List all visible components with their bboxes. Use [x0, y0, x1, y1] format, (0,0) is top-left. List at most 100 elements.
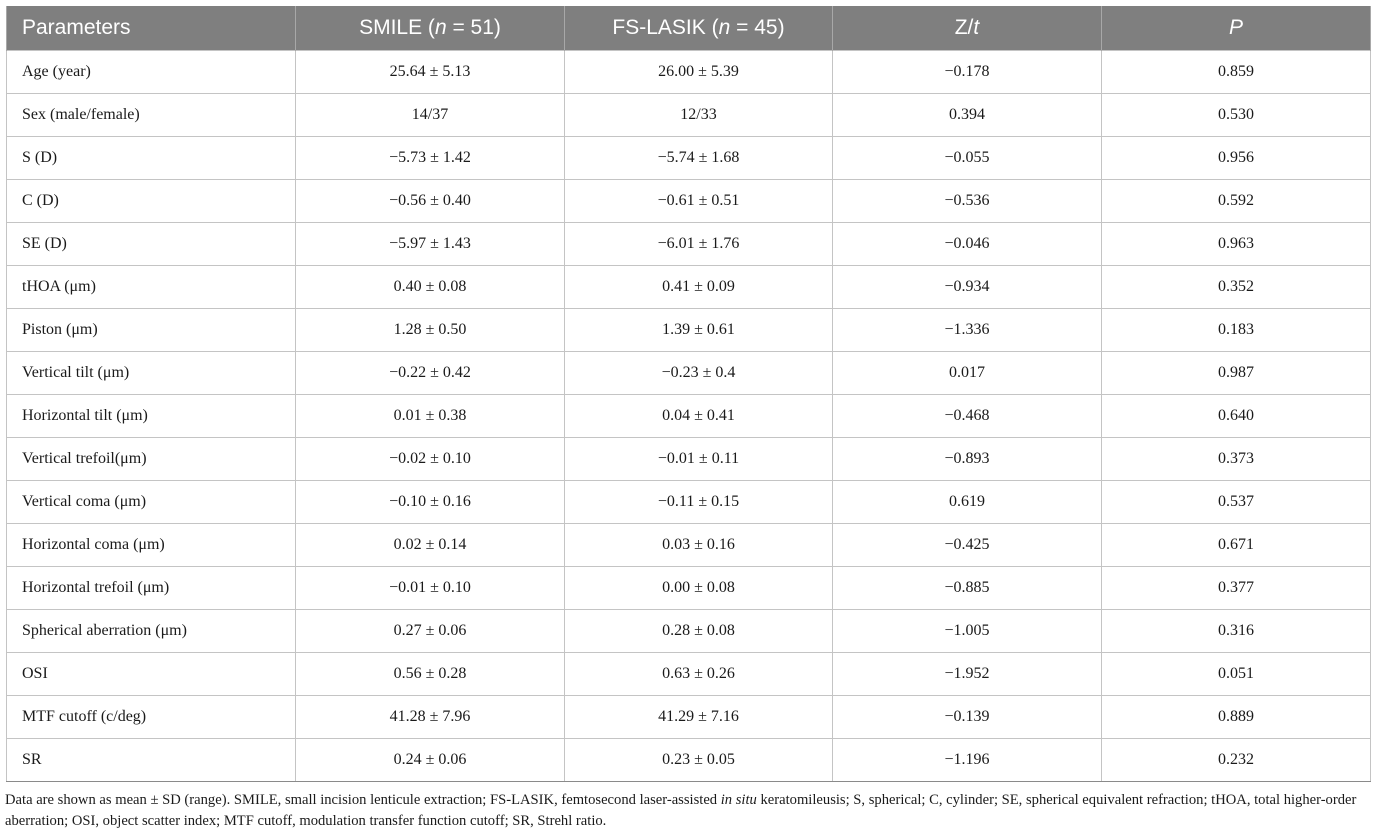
p-value-cell: 0.592	[1101, 179, 1371, 223]
z-t-cell: −0.178	[832, 50, 1102, 94]
p-value-cell: 0.671	[1101, 523, 1371, 567]
p-value-cell: 0.859	[1101, 50, 1371, 94]
table-header: Parameters SMILE (n = 51) FS-LASIK (n = …	[6, 6, 1371, 51]
smile-cell: 1.28 ± 0.50	[295, 308, 565, 352]
parameter-cell: OSI	[6, 652, 296, 696]
p-value-cell: 0.373	[1101, 437, 1371, 481]
parameter-cell: Age (year)	[6, 50, 296, 94]
table-row: Vertical coma (μm) −0.10 ± 0.16 −0.11 ± 0.…	[6, 480, 1371, 524]
smile-cell: −0.56 ± 0.40	[295, 179, 565, 223]
z-t-cell: 0.619	[832, 480, 1102, 524]
smile-cell: −0.22 ± 0.42	[295, 351, 565, 395]
table-row: Horizontal trefoil (μm) −0.01 ± 0.10 0.00 …	[6, 566, 1371, 610]
table-row: C (D) −0.56 ± 0.40 −0.61 ± 0.51 −0.536 0.592	[6, 179, 1371, 223]
fs-lasik-cell: 1.39 ± 0.61	[564, 308, 833, 352]
smile-cell: 25.64 ± 5.13	[295, 50, 565, 94]
z-t-cell: −0.536	[832, 179, 1102, 223]
table-row: Vertical trefoil(μm) −0.02 ± 0.10 −0.01 ± …	[6, 437, 1371, 481]
table-footnote: Data are shown as mean ± SD (range). SMI…	[5, 792, 1357, 829]
fs-lasik-cell: −6.01 ± 1.76	[564, 222, 833, 266]
z-t-cell: −0.046	[832, 222, 1102, 266]
fs-lasik-cell: −5.74 ± 1.68	[564, 136, 833, 180]
parameter-cell: Sex (male/female)	[6, 93, 296, 137]
parameter-cell: Horizontal tilt (μm)	[6, 394, 296, 438]
parameter-cell: tHOA (μm)	[6, 265, 296, 309]
parameter-cell: Vertical coma (μm)	[6, 480, 296, 524]
fs-lasik-cell: 0.28 ± 0.08	[564, 609, 833, 653]
smile-cell: 0.24 ± 0.06	[295, 738, 565, 782]
table-row: Age (year) 25.64 ± 5.13 26.00 ± 5.39 −0.178…	[6, 50, 1371, 94]
smile-cell: −0.02 ± 0.10	[295, 437, 565, 481]
table-row: Spherical aberration (μm) 0.27 ± 0.06 0.28…	[6, 609, 1371, 653]
table-body: Age (year) 25.64 ± 5.13 26.00 ± 5.39 −0.178…	[6, 50, 1371, 782]
p-value-cell: 0.352	[1101, 265, 1371, 309]
fs-lasik-cell: −0.11 ± 0.15	[564, 480, 833, 524]
header-z-t: Z/t	[832, 6, 1102, 51]
p-value-cell: 0.889	[1101, 695, 1371, 739]
parameter-cell: S (D)	[6, 136, 296, 180]
smile-cell: 0.27 ± 0.06	[295, 609, 565, 653]
smile-cell: 14/37	[295, 93, 565, 137]
p-value-cell: 0.537	[1101, 480, 1371, 524]
smile-cell: 0.01 ± 0.38	[295, 394, 565, 438]
parameter-cell: Horizontal coma (μm)	[6, 523, 296, 567]
z-t-cell: −0.425	[832, 523, 1102, 567]
p-value-cell: 0.963	[1101, 222, 1371, 266]
p-value-cell: 0.640	[1101, 394, 1371, 438]
smile-cell: −0.01 ± 0.10	[295, 566, 565, 610]
z-t-cell: −0.468	[832, 394, 1102, 438]
table-row: Sex (male/female) 14/37 12/33 0.394 0.530	[6, 93, 1371, 137]
z-t-cell: −1.196	[832, 738, 1102, 782]
p-value-cell: 0.316	[1101, 609, 1371, 653]
z-t-cell: −1.336	[832, 308, 1102, 352]
fs-lasik-cell: −0.61 ± 0.51	[564, 179, 833, 223]
fs-lasik-cell: 26.00 ± 5.39	[564, 50, 833, 94]
z-t-cell: 0.394	[832, 93, 1102, 137]
z-t-cell: 0.017	[832, 351, 1102, 395]
fs-lasik-cell: −0.23 ± 0.4	[564, 351, 833, 395]
table-row: OSI 0.56 ± 0.28 0.63 ± 0.26 −1.952 0.051	[6, 652, 1371, 696]
parameter-cell: Spherical aberration (μm)	[6, 609, 296, 653]
header-p: P	[1101, 6, 1371, 51]
table-row: Vertical tilt (μm) −0.22 ± 0.42 −0.23 ± 0.…	[6, 351, 1371, 395]
results-table-container: Parameters SMILE (n = 51) FS-LASIK (n = …	[6, 6, 1371, 782]
fs-lasik-cell: 0.41 ± 0.09	[564, 265, 833, 309]
header-fs-lasik: FS-LASIK (n = 45)	[564, 6, 833, 51]
header-parameters: Parameters	[6, 6, 296, 51]
z-t-cell: −0.055	[832, 136, 1102, 180]
fs-lasik-cell: 0.23 ± 0.05	[564, 738, 833, 782]
table-row: SE (D) −5.97 ± 1.43 −6.01 ± 1.76 −0.046 0.96…	[6, 222, 1371, 266]
parameter-cell: Piston (μm)	[6, 308, 296, 352]
p-value-cell: 0.183	[1101, 308, 1371, 352]
smile-cell: −0.10 ± 0.16	[295, 480, 565, 524]
z-t-cell: −0.139	[832, 695, 1102, 739]
header-smile: SMILE (n = 51)	[295, 6, 565, 51]
p-value-cell: 0.956	[1101, 136, 1371, 180]
parameter-cell: Vertical trefoil(μm)	[6, 437, 296, 481]
table-row: Horizontal tilt (μm) 0.01 ± 0.38 0.04 ± 0.…	[6, 394, 1371, 438]
table-row: tHOA (μm) 0.40 ± 0.08 0.41 ± 0.09 −0.934 0.3…	[6, 265, 1371, 309]
fs-lasik-cell: 0.03 ± 0.16	[564, 523, 833, 567]
parameter-cell: SE (D)	[6, 222, 296, 266]
table-row: MTF cutoff (c/deg) 41.28 ± 7.96 41.29 ± 7.…	[6, 695, 1371, 739]
smile-cell: 0.40 ± 0.08	[295, 265, 565, 309]
p-value-cell: 0.530	[1101, 93, 1371, 137]
smile-cell: −5.73 ± 1.42	[295, 136, 565, 180]
parameter-cell: SR	[6, 738, 296, 782]
z-t-cell: −0.885	[832, 566, 1102, 610]
fs-lasik-cell: −0.01 ± 0.11	[564, 437, 833, 481]
z-t-cell: −1.005	[832, 609, 1102, 653]
smile-cell: −5.97 ± 1.43	[295, 222, 565, 266]
p-value-cell: 0.232	[1101, 738, 1371, 782]
table-row: SR 0.24 ± 0.06 0.23 ± 0.05 −1.196 0.232	[6, 738, 1371, 782]
parameter-cell: Vertical tilt (μm)	[6, 351, 296, 395]
fs-lasik-cell: 0.00 ± 0.08	[564, 566, 833, 610]
table-row: S (D) −5.73 ± 1.42 −5.74 ± 1.68 −0.055 0.956	[6, 136, 1371, 180]
table-row: Horizontal coma (μm) 0.02 ± 0.14 0.03 ± 0.…	[6, 523, 1371, 567]
smile-cell: 0.02 ± 0.14	[295, 523, 565, 567]
fs-lasik-cell: 41.29 ± 7.16	[564, 695, 833, 739]
parameter-cell: Horizontal trefoil (μm)	[6, 566, 296, 610]
header-row: Parameters SMILE (n = 51) FS-LASIK (n = …	[6, 6, 1371, 51]
z-t-cell: −1.952	[832, 652, 1102, 696]
p-value-cell: 0.051	[1101, 652, 1371, 696]
